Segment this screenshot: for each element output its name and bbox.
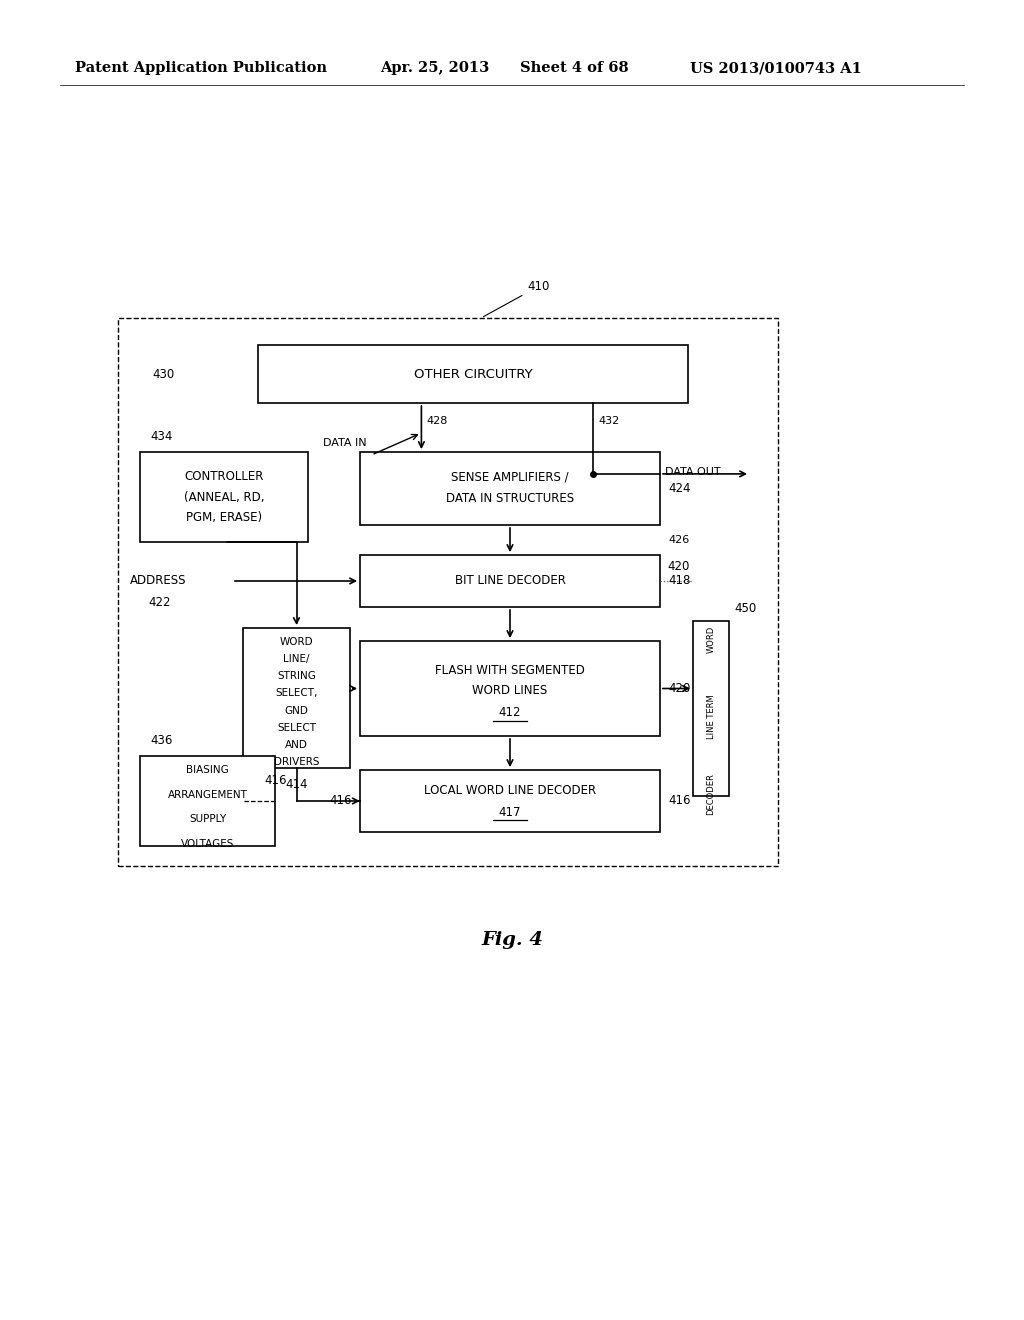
Text: 424: 424	[668, 482, 690, 495]
Text: 416: 416	[330, 795, 352, 808]
Text: CONTROLLER: CONTROLLER	[184, 470, 264, 483]
Bar	[693, 620, 729, 796]
Text: SELECT: SELECT	[278, 723, 316, 733]
Text: STRING: STRING	[278, 672, 316, 681]
Text: VOLTAGES: VOLTAGES	[181, 840, 234, 849]
Text: (ANNEAL, RD,: (ANNEAL, RD,	[183, 491, 264, 503]
Text: Fig. 4: Fig. 4	[481, 931, 543, 949]
Bar	[360, 451, 660, 525]
Text: FLASH WITH SEGMENTED: FLASH WITH SEGMENTED	[435, 664, 585, 677]
Text: 432: 432	[598, 416, 620, 426]
Text: DRIVERS: DRIVERS	[273, 756, 319, 767]
Text: PGM, ERASE): PGM, ERASE)	[186, 511, 262, 524]
Text: 417: 417	[499, 805, 521, 818]
Text: SELECT,: SELECT,	[275, 689, 317, 698]
Text: OTHER CIRCUITRY: OTHER CIRCUITRY	[414, 367, 532, 380]
Bar	[243, 628, 350, 768]
Bar	[360, 554, 660, 607]
Text: DATA IN: DATA IN	[323, 438, 367, 447]
Bar	[140, 756, 275, 846]
Text: 436: 436	[150, 734, 172, 747]
Bar	[360, 770, 660, 832]
Text: BIASING: BIASING	[186, 766, 229, 775]
Text: WORD LINES: WORD LINES	[472, 684, 548, 697]
Text: 410: 410	[483, 280, 550, 317]
Text: LINE/: LINE/	[284, 655, 309, 664]
Text: DATA IN STRUCTURES: DATA IN STRUCTURES	[445, 492, 574, 506]
Text: LINE TERM: LINE TERM	[707, 694, 716, 739]
Text: 420: 420	[668, 560, 690, 573]
Text: SUPPLY: SUPPLY	[188, 814, 226, 824]
Text: Patent Application Publication: Patent Application Publication	[75, 61, 327, 75]
Text: Sheet 4 of 68: Sheet 4 of 68	[520, 61, 629, 75]
Text: WORD: WORD	[280, 638, 313, 647]
Text: DECODER: DECODER	[707, 774, 716, 814]
Text: ARRANGEMENT: ARRANGEMENT	[168, 789, 248, 800]
Text: BIT LINE DECODER: BIT LINE DECODER	[455, 574, 565, 587]
Text: 416: 416	[264, 774, 287, 787]
Text: 430: 430	[153, 367, 175, 380]
Bar	[118, 318, 778, 866]
Text: 450: 450	[734, 602, 757, 615]
Text: US 2013/0100743 A1: US 2013/0100743 A1	[690, 61, 862, 75]
Text: WORD: WORD	[707, 626, 716, 652]
Text: ADDRESS: ADDRESS	[130, 574, 186, 587]
Text: 428: 428	[426, 416, 447, 426]
Text: 420: 420	[668, 682, 690, 696]
Text: LOCAL WORD LINE DECODER: LOCAL WORD LINE DECODER	[424, 784, 596, 797]
Text: 426: 426	[668, 535, 689, 545]
Text: 416: 416	[668, 795, 690, 808]
Text: 412: 412	[499, 706, 521, 719]
Bar	[140, 451, 308, 543]
Text: AND: AND	[285, 739, 308, 750]
Text: 434: 434	[150, 430, 172, 444]
Text: 418: 418	[668, 574, 690, 587]
Text: GND: GND	[285, 706, 308, 715]
Bar	[258, 345, 688, 403]
Text: 414: 414	[286, 777, 308, 791]
Text: SENSE AMPLIFIERS /: SENSE AMPLIFIERS /	[452, 470, 568, 483]
Bar	[360, 642, 660, 737]
Text: 422: 422	[148, 597, 171, 610]
Text: Apr. 25, 2013: Apr. 25, 2013	[380, 61, 489, 75]
Text: DATA OUT: DATA OUT	[665, 467, 721, 477]
